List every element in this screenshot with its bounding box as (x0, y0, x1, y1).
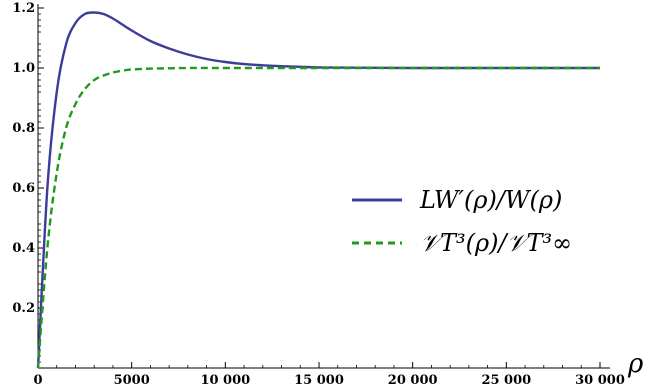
x-tick-label: 30 000 (575, 373, 625, 388)
legend-label-series-1: LW′(ρ)/W(ρ) (419, 186, 562, 214)
x-tick-label: 20 000 (388, 373, 438, 388)
x-tick-label: 0 (33, 373, 42, 388)
y-tick-label: 1.0 (12, 61, 35, 76)
y-tick-label: 0.4 (12, 241, 35, 256)
legend-label-series-2: 𝒱T³(ρ)/𝒱T³∞ (420, 229, 572, 257)
legend: LW′(ρ)/W(ρ) 𝒱T³(ρ)/𝒱T³∞ (352, 186, 572, 257)
y-tick-label: 0.8 (12, 121, 35, 136)
axes (37, 4, 610, 369)
y-tick-label: 1.2 (12, 1, 35, 16)
x-tick-label: 5000 (114, 373, 150, 388)
y-tick-label: 0.2 (12, 301, 35, 316)
y-tick-label: 0.6 (12, 181, 35, 196)
x-tick-label: 15 000 (294, 373, 344, 388)
series-group (36, 11, 600, 369)
x-tick-label: 10 000 (200, 373, 250, 388)
ticks: 0 5000 10 000 15 000 20 000 25 000 30 000 0.2 0.… (12, 1, 625, 388)
x-axis-label: ρ (627, 349, 644, 379)
x-tick-label: 25 000 (481, 373, 531, 388)
series-line-2 (36, 66, 600, 369)
